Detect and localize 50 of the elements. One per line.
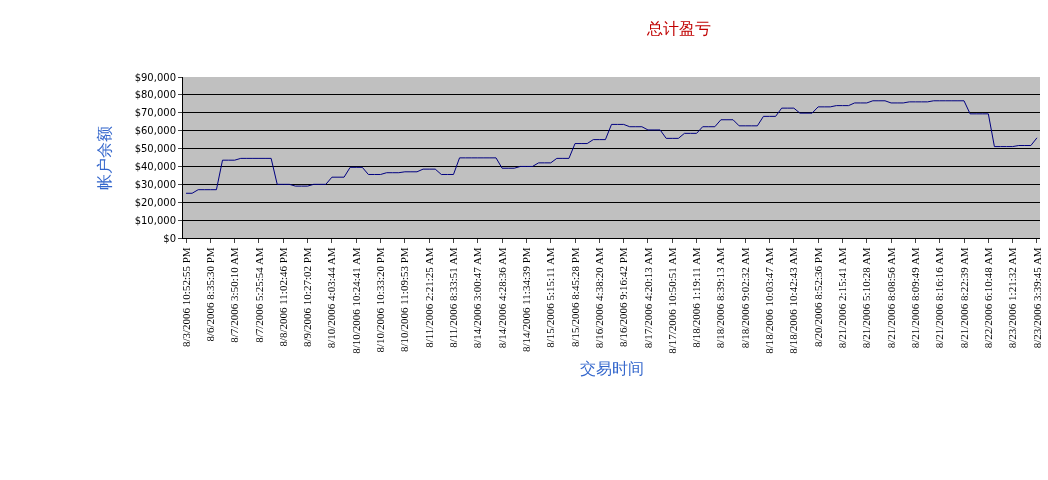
x-tick-label: 8/7/2006 5:25:54 AM <box>252 247 265 343</box>
x-tick-label: 8/17/2006 4:20:13 AM <box>641 247 654 349</box>
x-tick-label: 8/21/2006 8:08:56 AM <box>884 247 897 349</box>
x-tick-label: 8/10/2006 11:09:53 PM <box>398 247 411 353</box>
y-tick-label: $30,000 <box>134 178 176 190</box>
x-tick-label: 8/10/2006 4:03:44 AM <box>325 247 338 349</box>
y-tick-label: $50,000 <box>134 143 176 155</box>
y-tick-label: $60,000 <box>134 125 176 137</box>
y-tick-label: $80,000 <box>134 89 176 101</box>
x-tick-label: 8/7/2006 3:50:10 AM <box>228 247 241 343</box>
x-tick-label: 8/9/2006 10:27:02 PM <box>301 247 314 348</box>
x-tick-label: 8/23/2006 1:21:32 AM <box>1006 247 1019 349</box>
x-tick-label: 8/22/2006 6:10:48 AM <box>981 247 994 349</box>
x-tick-label: 8/18/2006 9:02:32 AM <box>738 247 751 349</box>
y-tick-label: $70,000 <box>134 107 176 119</box>
x-tick-label: 8/10/2006 10:24:41 AM <box>349 247 362 354</box>
y-tick-label: $40,000 <box>134 160 176 172</box>
x-tick-label: 8/21/2006 2:15:41 AM <box>836 247 849 349</box>
x-tick-label: 8/14/2006 11:34:39 PM <box>519 247 532 353</box>
y-tick-label: $20,000 <box>134 196 176 208</box>
x-tick-label: 8/15/2006 5:15:11 AM <box>544 247 557 348</box>
x-tick-label: 8/20/2006 8:52:36 PM <box>811 247 824 348</box>
x-tick-label: 8/14/2006 4:28:36 AM <box>495 247 508 349</box>
x-tick-label: 8/21/2006 8:16:16 AM <box>933 247 946 349</box>
x-tick-label: 8/16/2006 4:38:20 AM <box>592 247 605 349</box>
y-tick-label: $10,000 <box>134 214 176 226</box>
x-tick-label: 8/11/2006 8:33:51 AM <box>447 247 460 348</box>
x-tick-label: 8/23/2006 3:39:45 AM <box>1030 247 1043 349</box>
x-axis-title: 交易时间 <box>579 359 644 379</box>
x-tick-label: 8/17/2006 10:50:51 AM <box>665 247 678 354</box>
x-tick-label: 8/18/2006 8:39:13 AM <box>714 247 727 349</box>
x-tick-label: 8/21/2006 8:09:49 AM <box>908 247 921 349</box>
x-tick-label: 8/16/2006 9:16:42 PM <box>617 247 630 348</box>
x-tick-label: 8/21/2006 5:10:28 AM <box>860 247 873 349</box>
x-tick-label: 8/11/2006 2:21:25 AM <box>422 247 435 348</box>
x-tick-label: 8/18/2006 10:42:43 AM <box>787 247 800 354</box>
x-tick-label: 8/18/2006 10:03:47 AM <box>763 247 776 354</box>
x-tick-label: 8/18/2006 1:19:11 AM <box>690 247 703 348</box>
x-tick-label: 8/14/2006 3:00:47 AM <box>471 247 484 349</box>
x-tick-label: 8/15/2006 8:45:28 PM <box>568 247 581 348</box>
line-series <box>185 100 1038 194</box>
x-tick-label: 8/8/2006 11:02:46 PM <box>276 247 289 347</box>
x-tick-label: 8/6/2006 8:35:30 PM <box>203 247 216 342</box>
y-tick-label: $90,000 <box>134 71 176 83</box>
x-tick-label: 8/21/2006 8:22:39 AM <box>957 247 970 349</box>
y-axis-title: 帐户余额 <box>94 125 114 190</box>
x-tick-label: 8/10/2006 10:33:20 PM <box>374 247 387 353</box>
x-tick-label: 8/3/2006 10:52:55 PM <box>179 247 192 348</box>
chart-title: 总计盈亏 <box>646 19 712 39</box>
y-tick-label: $0 <box>163 232 176 244</box>
